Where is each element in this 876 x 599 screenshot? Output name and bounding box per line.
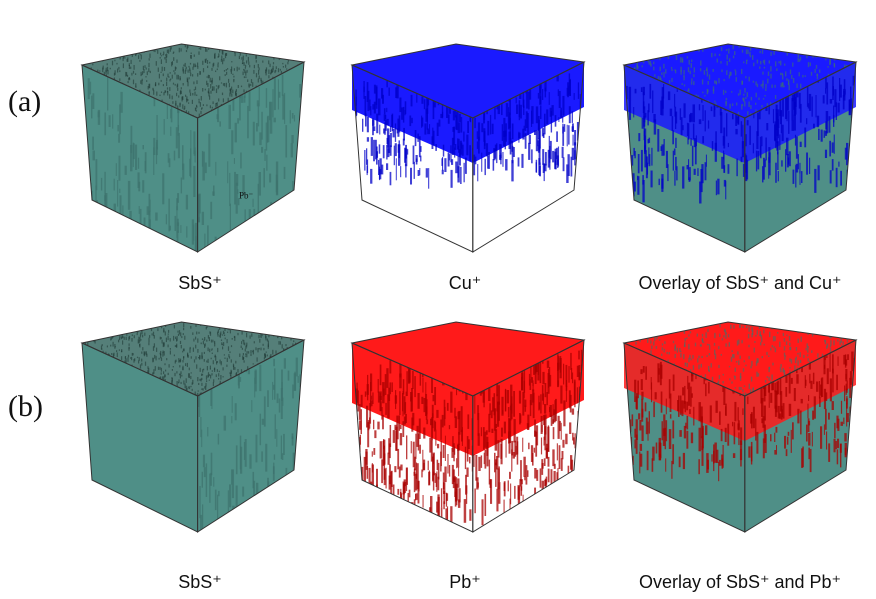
right-drips	[473, 70, 584, 183]
cube-top-face	[82, 322, 304, 396]
right-band	[744, 340, 856, 441]
cube-right-edge	[744, 339, 857, 533]
cube-top-face	[352, 44, 584, 118]
caption-pb: Pb⁺	[449, 572, 481, 592]
cube-right-edge	[197, 61, 305, 253]
inner-label: Pb⁻	[239, 190, 254, 200]
cube-left-face	[82, 343, 198, 532]
cube-sbs-b	[80, 321, 306, 533]
cube-right-edge	[472, 61, 585, 253]
cube-cu	[350, 43, 586, 253]
cube-overlay-sbs-cu	[622, 43, 858, 253]
cube-sbs-a: Pb⁻	[80, 43, 306, 253]
cube-right-face	[197, 340, 304, 532]
caption-sbs-b: SbS⁺	[178, 572, 222, 592]
row-label-a: (a)	[8, 85, 42, 118]
cube-overlay-sbs-pb	[622, 321, 858, 533]
caption-sbs-a: SbS⁺	[178, 273, 222, 293]
cube-right-face	[197, 62, 304, 252]
cube-right-edge	[197, 339, 305, 533]
right-band	[472, 62, 584, 163]
cube-right-edge	[472, 339, 585, 533]
cube-pb	[350, 321, 586, 533]
caption-cu: Cu⁺	[448, 273, 482, 293]
caption-overlay-sbs-cu: Overlay of SbS⁺ and Cu⁺	[638, 273, 842, 293]
cube-top-face	[352, 322, 584, 396]
row-label-b: (b)	[8, 390, 43, 423]
caption-overlay-sbs-pb: Overlay of SbS⁺ and Pb⁺	[638, 572, 842, 592]
right-band	[472, 340, 584, 456]
cube-right-edge	[744, 61, 857, 253]
